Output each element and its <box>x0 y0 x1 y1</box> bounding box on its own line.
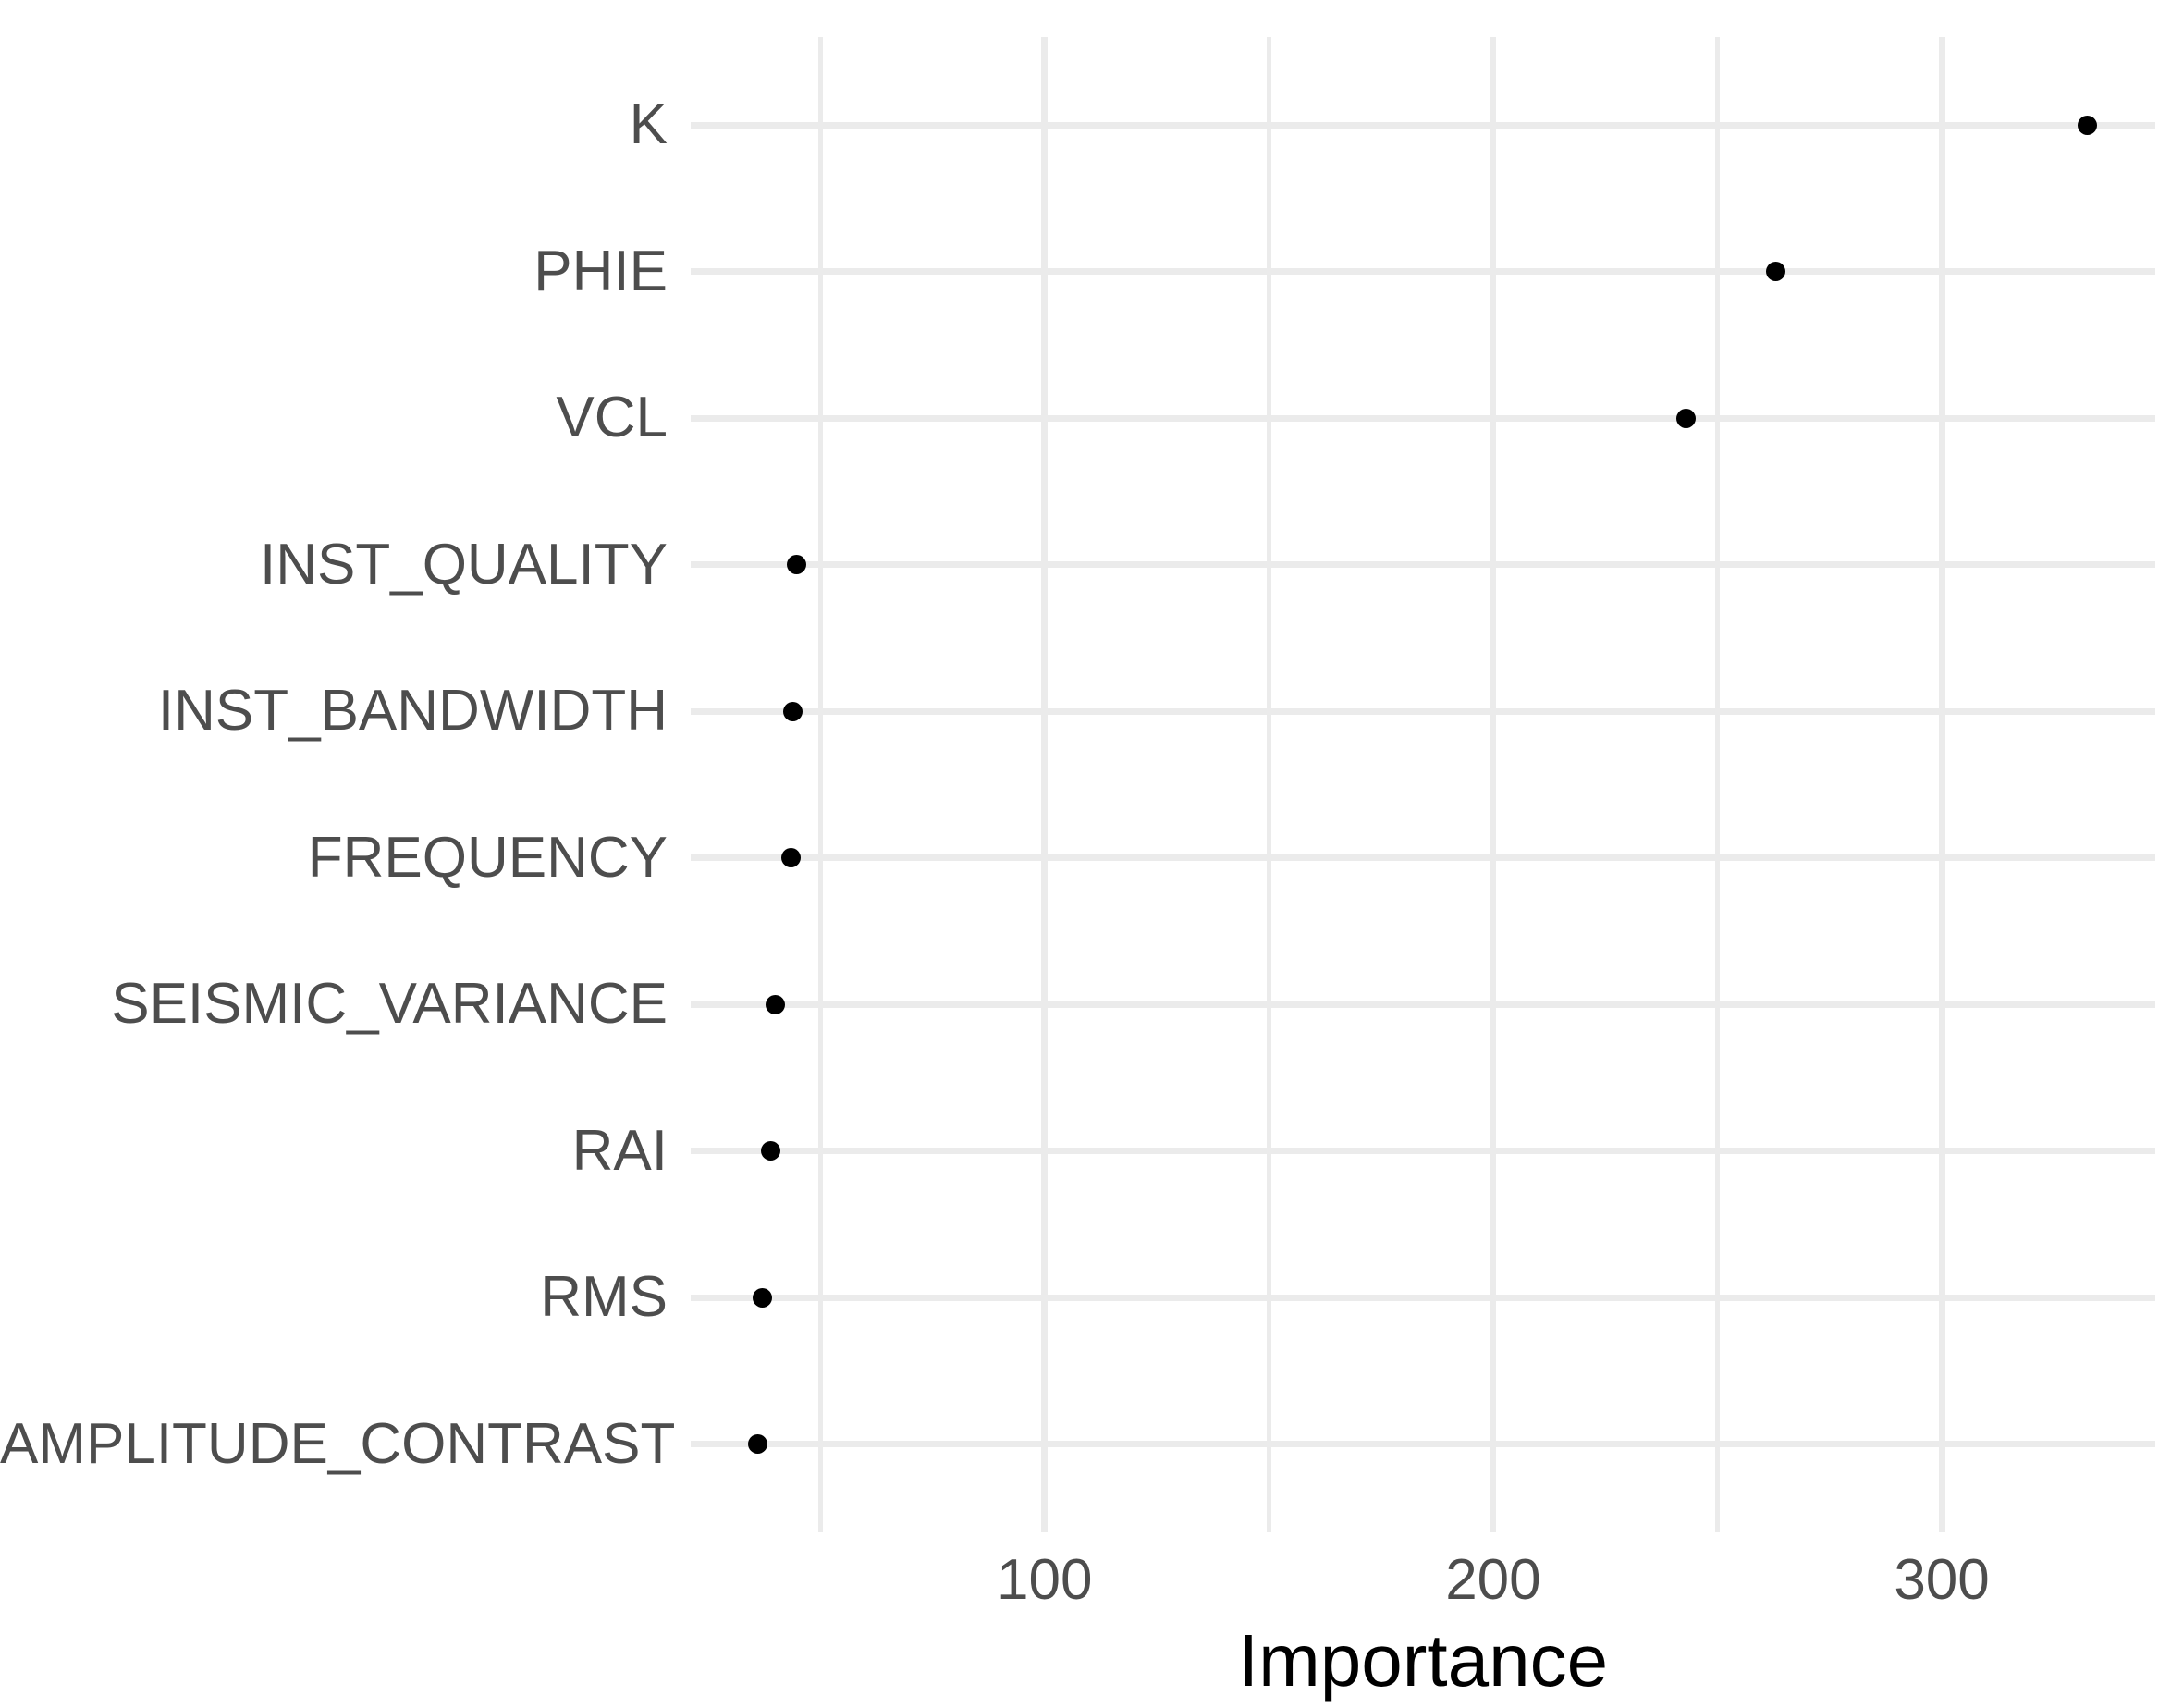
x-tick-label-100: 100 <box>997 1548 1093 1612</box>
gridline-y-RAI <box>691 1148 2155 1155</box>
y-axis-label-PHIE: PHIE <box>533 239 668 303</box>
plot-panel <box>691 37 2155 1532</box>
y-axis-label-FREQUENCY: FREQUENCY <box>307 825 668 890</box>
y-axis-label-K: K <box>629 92 668 157</box>
x-tick-label-200: 200 <box>1445 1548 1541 1612</box>
gridline-y-INST_BANDWIDTH <box>691 707 2155 715</box>
data-point-AMPLITUDE_CONTRAST <box>747 1434 767 1455</box>
y-axis-label-VCL: VCL <box>556 386 668 450</box>
y-axis-label-SEISMIC_VARIANCE: SEISMIC_VARIANCE <box>111 972 668 1037</box>
x-axis-title: Importance <box>1237 1619 1609 1702</box>
data-point-INST_QUALITY <box>786 555 806 575</box>
gridline-x-minor-50 <box>817 37 823 1532</box>
y-axis-label-AMPLITUDE_CONTRAST: AMPLITUDE_CONTRAST <box>0 1411 676 1476</box>
gridline-y-K <box>691 121 2155 129</box>
gridline-x-major-100 <box>1041 37 1049 1532</box>
gridline-x-minor-250 <box>1714 37 1720 1532</box>
y-axis-label-RAI: RAI <box>571 1118 668 1183</box>
gridline-y-AMPLITUDE_CONTRAST <box>691 1441 2155 1448</box>
gridline-y-FREQUENCY <box>691 854 2155 862</box>
data-point-PHIE <box>1766 262 1786 282</box>
y-axis-label-RMS: RMS <box>540 1265 668 1330</box>
gridline-y-INST_QUALITY <box>691 561 2155 569</box>
y-axis-label-INST_QUALITY: INST_QUALITY <box>260 532 668 596</box>
gridline-x-minor-150 <box>1266 37 1271 1532</box>
gridline-y-PHIE <box>691 268 2155 276</box>
data-point-SEISMIC_VARIANCE <box>766 994 786 1014</box>
gridline-y-SEISMIC_VARIANCE <box>691 1001 2155 1008</box>
y-axis-label-INST_BANDWIDTH: INST_BANDWIDTH <box>157 679 668 743</box>
data-point-INST_BANDWIDTH <box>783 701 803 721</box>
x-tick-label-300: 300 <box>1894 1548 1990 1612</box>
gridline-x-major-200 <box>1490 37 1497 1532</box>
data-point-K <box>2078 115 2098 135</box>
gridline-y-VCL <box>691 414 2155 422</box>
data-point-RMS <box>753 1287 773 1308</box>
data-point-FREQUENCY <box>781 848 802 868</box>
data-point-VCL <box>1676 408 1697 428</box>
data-point-RAI <box>760 1141 780 1161</box>
gridline-x-major-300 <box>1938 37 1945 1532</box>
gridline-y-RMS <box>691 1294 2155 1301</box>
